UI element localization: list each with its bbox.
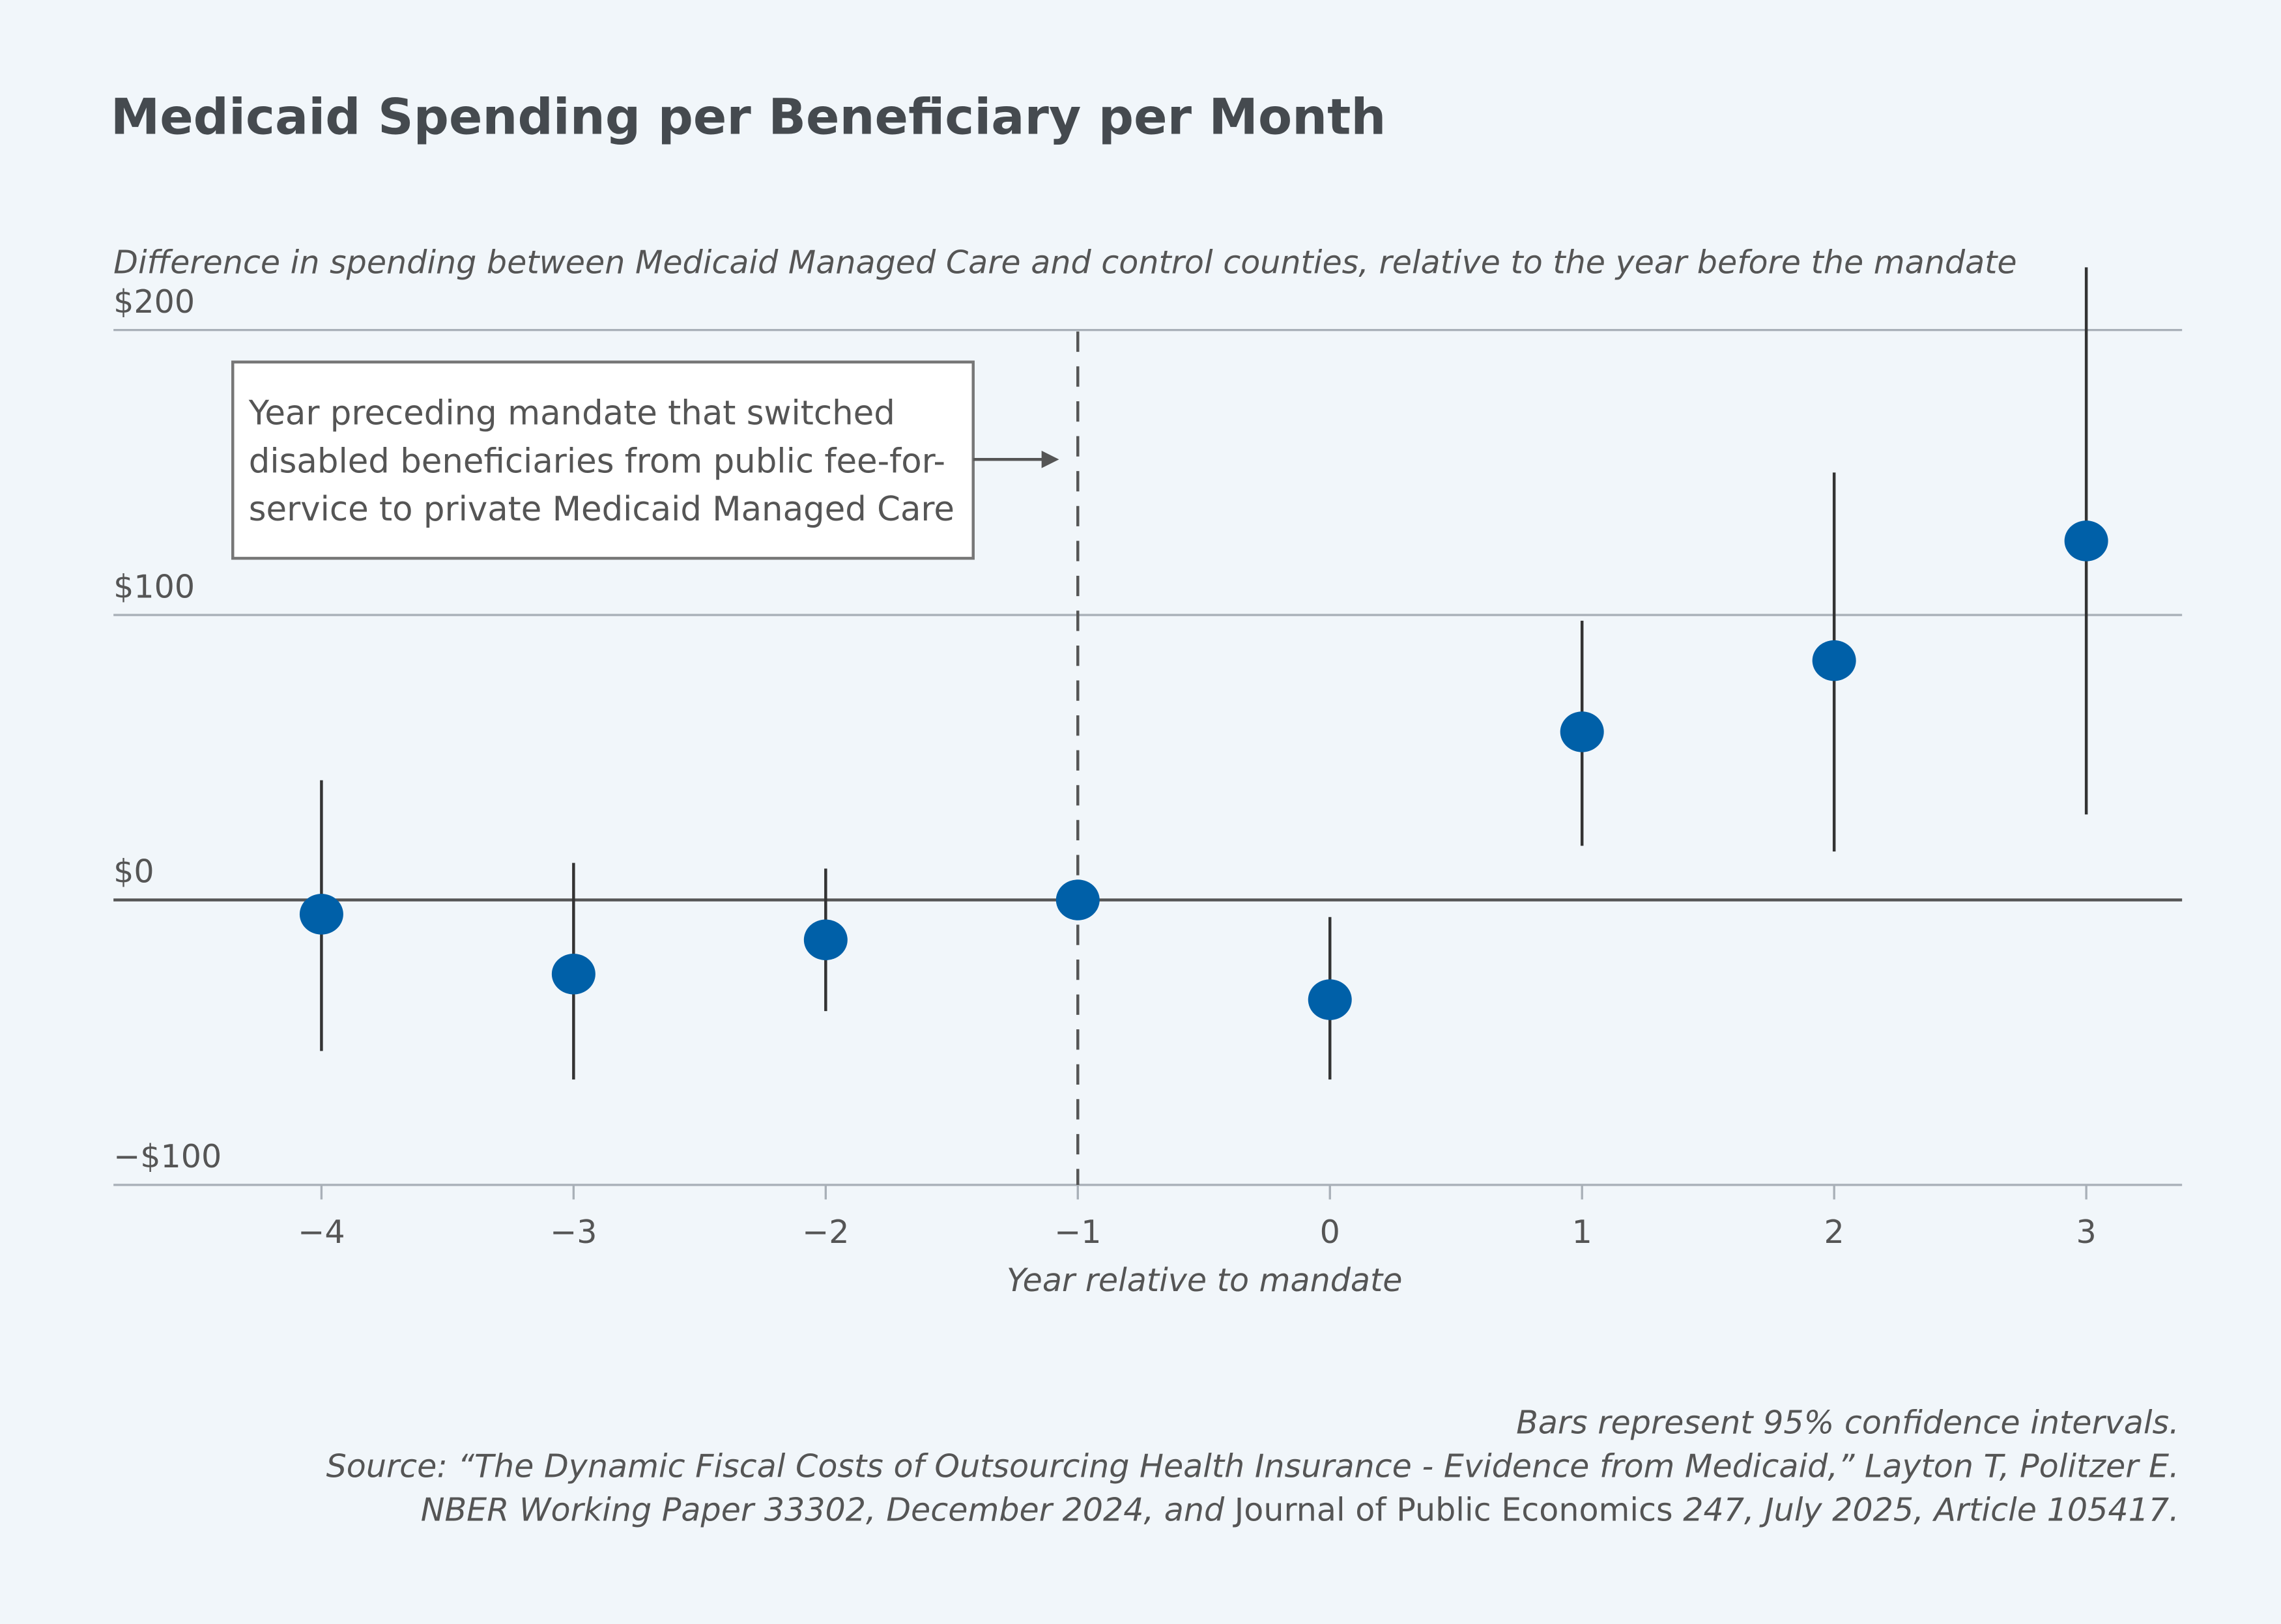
y-tick-label: $200 [113, 283, 195, 321]
point [551, 954, 595, 995]
y-tick-label: −$100 [113, 1137, 222, 1175]
y-tick-label: $0 [113, 853, 154, 890]
point [299, 894, 343, 935]
annotation-text: service to private Medicaid Managed Care [249, 490, 954, 529]
x-tick-label: 0 [1320, 1213, 1340, 1251]
x-tick-label: −1 [1054, 1213, 1101, 1251]
x-tick-label: −3 [550, 1213, 597, 1251]
note: Source: “The Dynamic Fiscal Costs of Out… [326, 1447, 2179, 1485]
note-part: NBER Working Paper 33302, December 2024,… [421, 1491, 1235, 1529]
note-part: Bars represent 95% confidence intervals. [1516, 1404, 2179, 1442]
x-tick-label: 2 [1824, 1213, 1844, 1251]
note-part: Journal of Public Economics [1233, 1491, 1673, 1529]
annotation-text: disabled beneficiaries from public fee-f… [249, 442, 945, 481]
point [1308, 979, 1352, 1020]
x-tick-label: 3 [2076, 1213, 2096, 1251]
subtitle: Difference in spending between Medicaid … [113, 244, 2017, 281]
x-tick-label: 1 [1572, 1213, 1592, 1251]
point [1055, 879, 1100, 920]
x-tick-label: −2 [802, 1213, 849, 1251]
y-tick-label: $100 [113, 567, 195, 605]
note: NBER Working Paper 33302, December 2024,… [421, 1491, 2179, 1529]
note-part: 247, July 2025, Article 105417. [1673, 1491, 2179, 1529]
arrow-head [1041, 450, 1059, 468]
annotation-box [231, 360, 975, 560]
note: Bars represent 95% confidence intervals. [1516, 1404, 2179, 1442]
point [803, 919, 848, 961]
chart-title: Medicaid Spending per Beneficiary per Mo… [111, 88, 1386, 145]
point [1812, 640, 1856, 681]
point [2064, 520, 2108, 562]
x-tick-label: −4 [298, 1213, 345, 1251]
annotation-text: Year preceding mandate that switched [248, 394, 895, 433]
point [1560, 711, 1604, 752]
note-part: Source: “The Dynamic Fiscal Costs of Out… [326, 1447, 2179, 1485]
x-axis-label: Year relative to mandate [1007, 1261, 1402, 1299]
